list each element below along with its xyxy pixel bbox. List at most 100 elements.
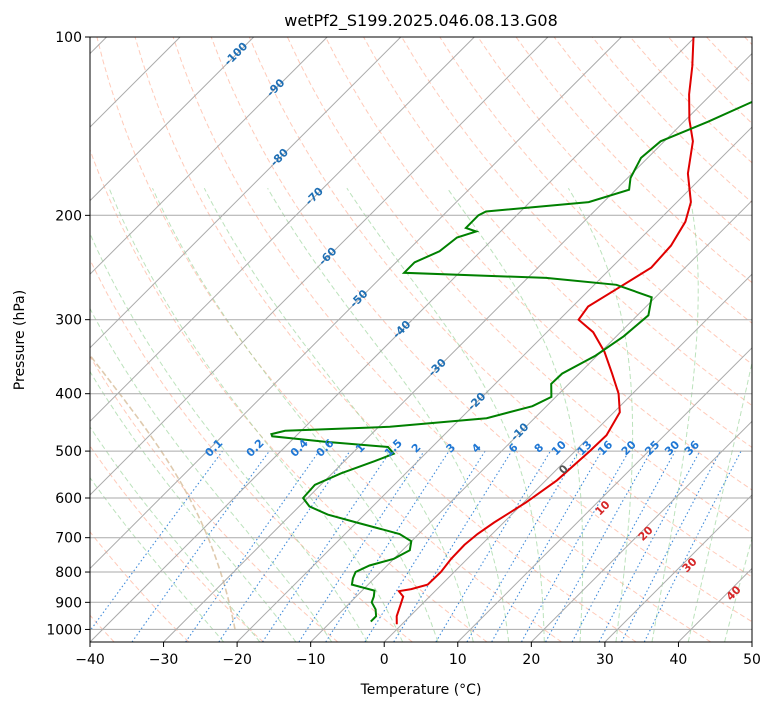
- mixing-ratio-line: [621, 450, 721, 642]
- isotherm-line: [90, 37, 255, 202]
- mixing-ratio-line: [545, 450, 652, 642]
- mixing-ratio-line: [185, 450, 320, 642]
- isotherm-line: [90, 37, 622, 570]
- mixing-ratio-label: 8: [532, 441, 547, 456]
- dry-adiabat: [90, 355, 339, 642]
- moist-adiabat-label: 40: [724, 583, 744, 603]
- mixing-ratio-label: 36: [682, 438, 702, 458]
- isotherm-line: [457, 347, 752, 642]
- dry-adiabat: [477, 37, 752, 324]
- moist-adiabat: [90, 307, 333, 642]
- moist-adiabat: [90, 370, 297, 642]
- y-axis-label: Pressure (hPa): [12, 290, 28, 390]
- isotherm-line: [90, 37, 402, 349]
- dry-adiabat: [90, 258, 413, 642]
- x-tick-label: 30: [596, 652, 614, 668]
- dry-adiabat: [90, 531, 190, 642]
- mixing-ratio-line: [435, 450, 551, 642]
- mixing-ratio-label: 4: [469, 441, 484, 456]
- mixing-ratio-line: [643, 450, 742, 642]
- y-tick-label: 900: [55, 595, 82, 611]
- y-tick-label: 400: [55, 387, 82, 403]
- x-axis-ticks: −40 −30 −20 −10 0 10 20 30 40 50: [75, 642, 761, 668]
- moist-adiabat-label: 20: [636, 523, 656, 543]
- dry-adiabat: [90, 148, 488, 642]
- moist-adiabat: [90, 426, 261, 642]
- y-tick-label: 300: [55, 313, 82, 329]
- y-tick-label: 200: [55, 208, 82, 224]
- x-tick-label: 40: [670, 652, 688, 668]
- isotherm-label: -10: [508, 420, 531, 443]
- plot-frame: [89, 36, 753, 643]
- mixing-ratio-label: 20: [619, 438, 639, 458]
- isotherm-line: [530, 420, 752, 642]
- dry-adiabat: [96, 37, 562, 642]
- dry-adiabat: [325, 37, 752, 491]
- dry-adiabat: [668, 37, 752, 125]
- x-tick-label: −40: [75, 652, 105, 668]
- mixing-ratio-line: [218, 450, 351, 642]
- dry-adiabat: [401, 37, 752, 407]
- moist-adiabat: [567, 187, 634, 642]
- x-axis-label: Temperature (°C): [360, 682, 482, 698]
- dry-adiabat: [629, 37, 752, 164]
- isotherm-line: [90, 37, 549, 496]
- mixing-ratio-line: [298, 450, 425, 642]
- x-tick-label: 20: [522, 652, 540, 668]
- x-tick-label: −20: [222, 652, 252, 668]
- chart-title: wetPf2_S199.2025.046.08.13.G08: [284, 11, 558, 31]
- x-tick-label: 10: [449, 652, 467, 668]
- isotherm-line: [163, 52, 752, 642]
- x-tick-label: 0: [380, 652, 389, 668]
- moist-adiabat: [108, 188, 404, 642]
- moist-adiabat: [90, 232, 368, 642]
- mixing-ratio-line: [325, 450, 450, 642]
- moist-adiabat: [152, 187, 439, 642]
- dry-adiabat: [210, 37, 752, 623]
- dry-adiabat: [706, 37, 752, 85]
- dcape-line: [90, 354, 236, 630]
- temperature-profile: [395, 37, 695, 625]
- isotherm-line: [236, 126, 752, 642]
- mixing-ratio-label: 2: [409, 441, 424, 456]
- dry-adiabat: [553, 37, 752, 244]
- moist-adiabat: [687, 360, 752, 642]
- mixing-ratio-label: 6: [506, 441, 521, 456]
- mixing-ratio-line: [571, 450, 676, 642]
- y-tick-label: 500: [55, 444, 82, 460]
- y-tick-label: 800: [55, 565, 82, 581]
- y-tick-label: 100: [55, 30, 82, 46]
- dry-adiabat: [515, 37, 752, 284]
- isotherm-line: [90, 37, 328, 275]
- moist-adiabat: [267, 187, 510, 642]
- mixing-ratio-line: [598, 450, 701, 642]
- dry-adiabat: [90, 445, 264, 642]
- dry-adiabat: [248, 37, 752, 578]
- moist-adiabat: [346, 187, 545, 642]
- mixing-ratio-label: 30: [662, 438, 682, 458]
- mixing-ratio-line: [131, 450, 270, 642]
- mixing-ratio-label: 13: [575, 438, 595, 458]
- mixing-ratio-line: [393, 450, 513, 642]
- mixing-ratio-line: [90, 450, 223, 632]
- x-tick-label: 50: [743, 652, 761, 668]
- dry-adiabat: [439, 37, 752, 365]
- moist-adiabat: [203, 187, 474, 642]
- isotherm-line: [751, 641, 752, 642]
- y-tick-label: 1000: [46, 622, 82, 638]
- moist-adiabat: [724, 536, 752, 642]
- moist-adiabat: [90, 476, 224, 642]
- mixing-ratio-line: [262, 450, 391, 642]
- mixing-ratio-label: 0.1: [202, 437, 225, 460]
- mixing-ratio-label: 16: [595, 438, 615, 458]
- x-tick-label: −10: [296, 652, 326, 668]
- isotherm-line: [604, 494, 752, 642]
- mixing-ratio-line: [521, 450, 630, 642]
- mixing-ratio-label: 10: [549, 438, 569, 458]
- isotherm-line: [90, 37, 696, 642]
- dry-adiabat: [744, 37, 752, 46]
- moist-adiabat: [446, 187, 584, 642]
- x-tick-label: −30: [149, 652, 179, 668]
- mixing-ratio-label: 1: [353, 441, 368, 456]
- dewpoint-profile: [270, 100, 752, 623]
